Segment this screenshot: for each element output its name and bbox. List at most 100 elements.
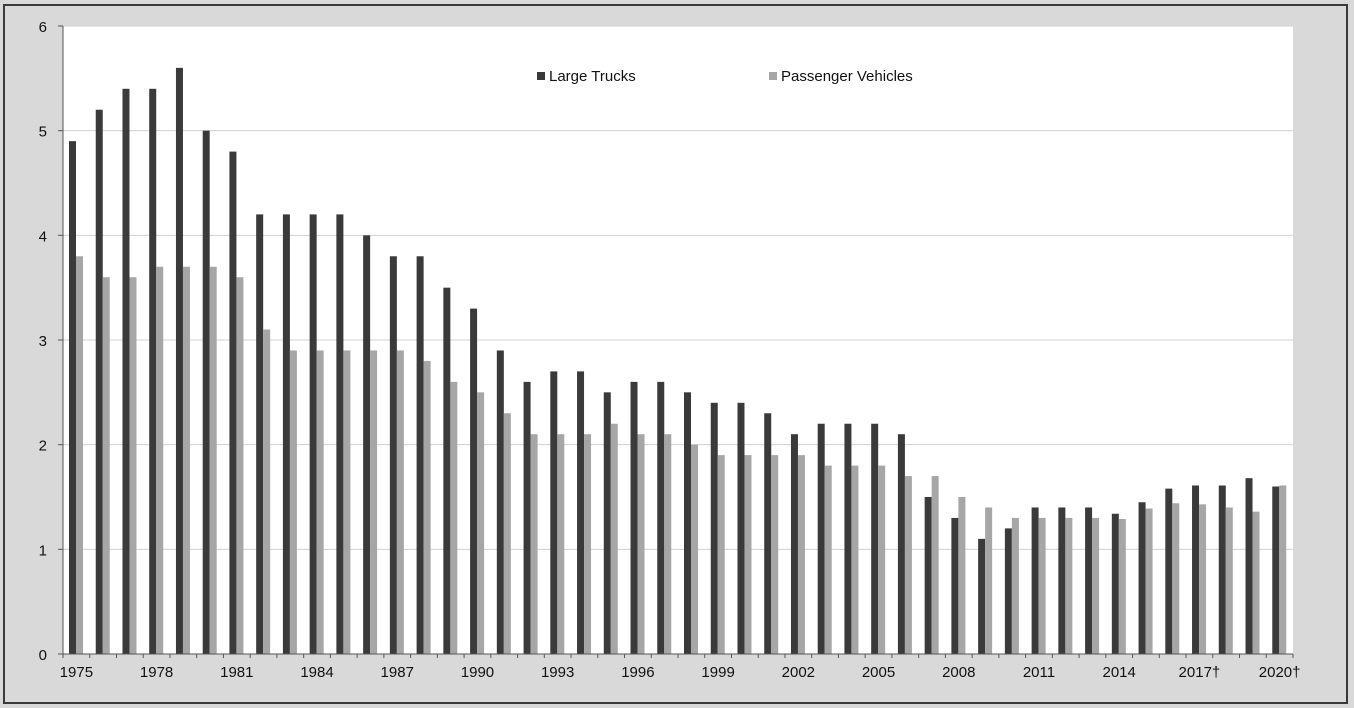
bar-large-trucks-1997 [657, 381, 665, 654]
bar-passenger-vehicles-2009 [985, 507, 993, 654]
x-tick-label: 2020† [1259, 664, 1301, 681]
x-tick-label: 1987 [381, 664, 414, 681]
bar-passenger-vehicles-2007 [931, 476, 939, 654]
bar-large-trucks-2000 [737, 402, 745, 654]
bar-large-trucks-2013 [1085, 507, 1093, 654]
bar-large-trucks-1996 [630, 381, 638, 654]
x-tick-label: 2014 [1103, 664, 1136, 681]
bar-large-trucks-1986 [363, 235, 371, 654]
bar-large-trucks-1983 [282, 214, 290, 654]
y-axis-ticks: 0 1 2 3 4 5 6 [39, 19, 63, 664]
x-tick-label: 1993 [541, 664, 574, 681]
x-tick-label: 1999 [701, 664, 734, 681]
x-tick-label: 1981 [220, 664, 253, 681]
bar-large-trucks-1977 [122, 88, 130, 655]
bar-passenger-vehicles-1977 [129, 277, 137, 654]
bar-large-trucks-1992 [523, 381, 531, 654]
bar-passenger-vehicles-1994 [584, 434, 592, 654]
bar-passenger-vehicles-2003 [824, 465, 832, 654]
x-tick-label: 1978 [140, 664, 173, 681]
legend: Large Trucks Passenger Vehicles [537, 68, 913, 85]
bar-large-trucks-1981 [229, 151, 237, 654]
bar-large-trucks-1991 [496, 350, 504, 654]
y-tick-label: 5 [39, 124, 47, 141]
bar-passenger-vehicles-1976 [102, 277, 110, 654]
bar-passenger-vehicles-1981 [236, 277, 244, 654]
x-axis-ticks: 1975 1978 1981 1984 1987 1990 1993 1996 1999 2002… [60, 654, 1301, 681]
bar-passenger-vehicles-2002 [797, 455, 805, 654]
bar-passenger-vehicles-1982 [263, 329, 271, 654]
legend-label-passenger-vehicles: Passenger Vehicles [781, 68, 913, 85]
bar-passenger-vehicles-1995 [610, 423, 618, 654]
bar-large-trucks-2012 [1058, 507, 1066, 654]
bar-passenger-vehicles-2014 [1118, 518, 1126, 654]
bar-passenger-vehicles-1999 [717, 455, 725, 654]
bar-large-trucks-1975 [69, 141, 76, 654]
bar-large-trucks-1993 [550, 371, 558, 654]
bar-passenger-vehicles-2001 [771, 455, 779, 654]
y-tick-label: 2 [39, 438, 47, 455]
bar-passenger-vehicles-2010 [1011, 517, 1019, 654]
bar-large-trucks-1995 [603, 392, 611, 654]
bar-large-trucks-1998 [684, 392, 691, 654]
bar-large-trucks-1999 [710, 402, 718, 654]
bar-large-trucks-1982 [256, 214, 264, 654]
bar-large-trucks-2016 [1165, 488, 1173, 654]
bar-large-trucks-1988 [416, 256, 424, 654]
legend-swatch-passenger-vehicles [769, 72, 777, 80]
bar-passenger-vehicles-1993 [557, 434, 565, 654]
bar-passenger-vehicles-1988 [423, 360, 431, 654]
legend-label-large-trucks: Large Trucks [549, 68, 636, 85]
bar-passenger-vehicles-1997 [664, 434, 672, 654]
x-tick-label: 2002 [782, 664, 815, 681]
bar-large-trucks-1985 [336, 214, 344, 654]
bar-passenger-vehicles-1991 [503, 413, 511, 654]
bar-large-trucks-2009 [978, 538, 986, 654]
bar-large-trucks-2014 [1111, 513, 1119, 654]
bar-passenger-vehicles-2020 [1279, 485, 1287, 654]
bar-passenger-vehicles-1984 [316, 350, 324, 654]
bar-passenger-vehicles-2012 [1065, 517, 1073, 654]
bar-passenger-vehicles-1996 [637, 434, 645, 654]
bar-large-trucks-2008 [951, 517, 959, 654]
bar-chart: 0 1 2 3 4 5 6 1975 1978 1981 1984 1987 1990 1993 1996… [39, 19, 1301, 681]
x-tick-label: 1975 [60, 664, 93, 681]
bar-large-trucks-1987 [389, 256, 397, 654]
bar-passenger-vehicles-1989 [450, 381, 458, 654]
bar-large-trucks-2002 [790, 434, 798, 654]
bar-large-trucks-1979 [175, 67, 183, 654]
y-tick-label: 0 [39, 647, 47, 664]
bar-large-trucks-2001 [764, 413, 772, 654]
bar-passenger-vehicles-2016 [1172, 503, 1180, 654]
bar-large-trucks-2003 [817, 423, 825, 654]
bar-passenger-vehicles-2005 [878, 465, 886, 654]
bar-large-trucks-2019 [1245, 478, 1253, 654]
y-tick-label: 4 [39, 228, 47, 245]
bar-large-trucks-2010 [1004, 528, 1012, 654]
bar-passenger-vehicles-1990 [477, 392, 485, 654]
bar-passenger-vehicles-1985 [343, 350, 351, 654]
bar-large-trucks-1994 [577, 371, 585, 654]
bar-large-trucks-1989 [443, 287, 451, 654]
bar-passenger-vehicles-2015 [1145, 508, 1153, 654]
bar-passenger-vehicles-1998 [691, 444, 698, 654]
chart-frame: 0 1 2 3 4 5 6 1975 1978 1981 1984 1987 1990 1993 1996… [3, 4, 1348, 704]
bar-passenger-vehicles-2018 [1225, 507, 1233, 654]
y-tick-label: 6 [39, 19, 47, 36]
bar-passenger-vehicles-2013 [1092, 517, 1100, 654]
bar-large-trucks-1980 [202, 130, 210, 655]
x-tick-label: 2008 [942, 664, 975, 681]
legend-swatch-large-trucks [537, 72, 545, 80]
x-tick-label: 1996 [621, 664, 654, 681]
bar-large-trucks-2006 [897, 434, 905, 654]
bar-passenger-vehicles-2000 [744, 455, 752, 654]
bar-large-trucks-2017 [1192, 485, 1200, 654]
bar-large-trucks-1976 [95, 109, 103, 655]
bar-large-trucks-2020 [1272, 486, 1280, 654]
bar-passenger-vehicles-1986 [370, 350, 378, 654]
bar-large-trucks-2005 [871, 423, 879, 654]
x-tick-label: 2011 [1023, 664, 1055, 681]
bar-large-trucks-2004 [844, 423, 852, 654]
bar-passenger-vehicles-2004 [851, 465, 859, 654]
bar-passenger-vehicles-1992 [530, 434, 538, 654]
